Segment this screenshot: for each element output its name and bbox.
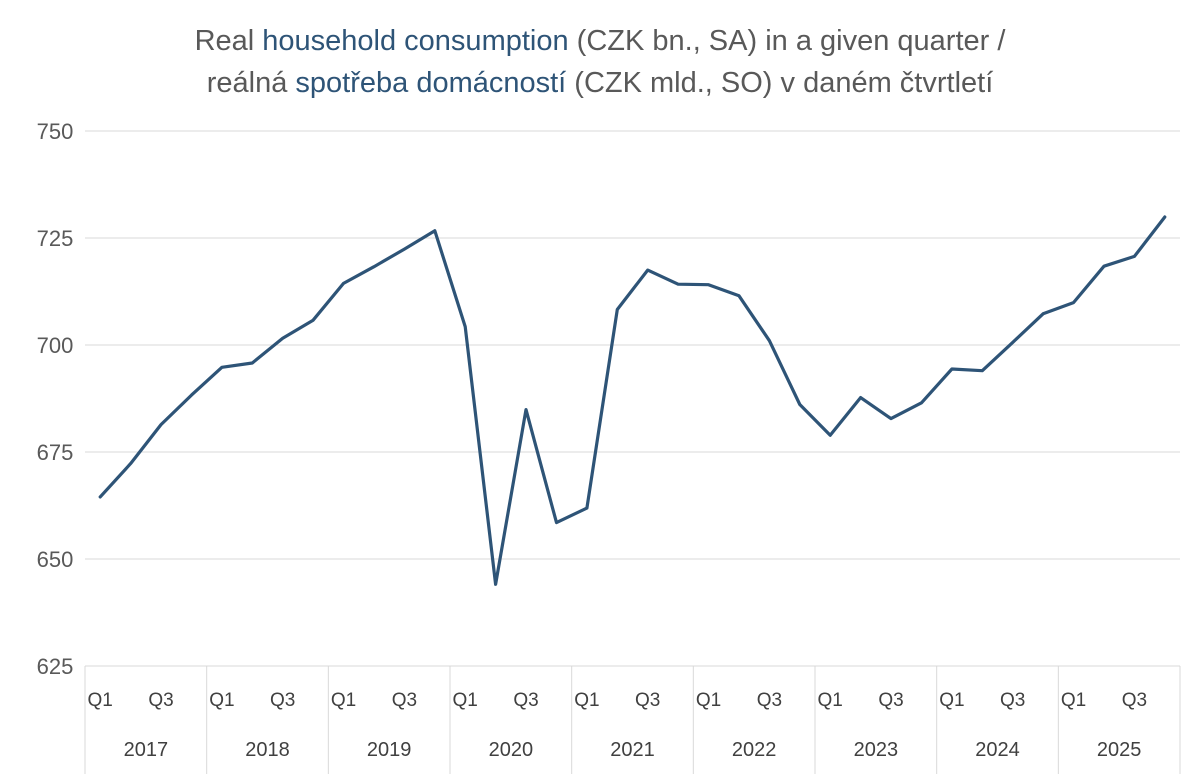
year-label: 2024 [975,739,1020,761]
data-point [464,326,466,328]
y-tick-label: 650 [37,547,74,572]
quarter-label: Q1 [331,690,356,711]
y-tick-label: 725 [37,226,74,251]
data-point [616,309,618,311]
data-point [1134,256,1136,258]
data-point [1073,302,1075,304]
data-point [343,283,345,285]
quarter-label: Q1 [939,690,964,711]
data-point [1103,265,1105,267]
data-point [677,283,679,285]
grid-lines [85,130,1180,560]
data-point [434,230,436,232]
data-point [191,394,193,396]
data-point [951,368,953,370]
data-point [404,248,406,250]
data-point [282,337,284,339]
quarter-label: Q3 [757,690,782,711]
data-point [921,402,923,404]
quarter-label: Q1 [88,690,113,711]
title-1-part-a: Real [195,25,263,57]
data-point [556,522,558,524]
data-point [221,366,223,368]
data-point [647,269,649,271]
quarter-label: Q1 [1061,690,1086,711]
title-2-part-c: (CZK mld., SO) v daném čtvrtletí [566,67,993,99]
year-label: 2018 [245,739,290,761]
year-label: 2023 [854,739,899,761]
x-axis: 2017 Q1 Q3 2018 Q1 Q3 2019 Q1 Q3 2020 Q1 Q3 2021 Q1 Q3… [84,665,1181,774]
quarter-label: Q1 [574,690,599,711]
quarter-label: Q3 [392,690,417,711]
title-1-part-b: household consumption [262,25,568,57]
data-point [312,319,314,321]
data-point [799,404,801,406]
year-label: 2017 [124,739,169,761]
quarter-label: Q3 [1122,690,1147,711]
title-2-part-a: reálná [207,67,296,99]
chart-title-line-2: reálná spotřeba domácností (CZK mld., SO… [207,67,994,99]
data-point [829,435,831,437]
data-point [373,266,375,268]
quarter-label: Q3 [878,690,903,711]
data-point [981,370,983,372]
y-tick-label: 750 [37,119,74,144]
data-point [890,418,892,420]
data-point [130,463,132,465]
year-label: 2020 [489,739,534,761]
data-point [1164,216,1166,218]
chart-title-line-1: Real household consumption (CZK bn., SA)… [195,25,1007,57]
data-point [860,397,862,399]
data-point [160,424,162,426]
data-point [1042,313,1044,315]
data-point [251,362,253,364]
data-point [99,496,101,498]
quarter-label: Q3 [513,690,538,711]
series-line [98,215,1167,586]
data-point [525,409,527,411]
quarter-label: Q3 [1000,690,1025,711]
year-label: 2021 [610,739,655,761]
series-layer [98,215,1167,586]
year-label: 2022 [732,739,777,761]
y-tick-label: 675 [37,440,74,465]
quarter-label: Q3 [148,690,173,711]
quarter-label: Q3 [270,690,295,711]
quarter-label: Q1 [818,690,843,711]
quarter-label: Q1 [696,690,721,711]
data-point [738,295,740,297]
data-point [1012,342,1014,344]
data-point [708,284,710,286]
y-tick-label: 625 [37,654,74,679]
data-point [495,583,497,585]
title-1-part-c: (CZK bn., SA) in a given quarter / [569,25,1007,57]
data-point [769,340,771,342]
year-label: 2019 [367,739,412,761]
y-tick-label: 700 [37,333,74,358]
title-2-part-b: spotřeba domácností [295,67,566,99]
quarter-label: Q3 [635,690,660,711]
year-label: 2025 [1097,739,1142,761]
data-point [586,507,588,509]
y-axis-ticks: 625 650 675 700 725 750 [37,119,74,679]
quarter-label: Q1 [453,690,478,711]
quarter-label: Q1 [209,690,234,711]
